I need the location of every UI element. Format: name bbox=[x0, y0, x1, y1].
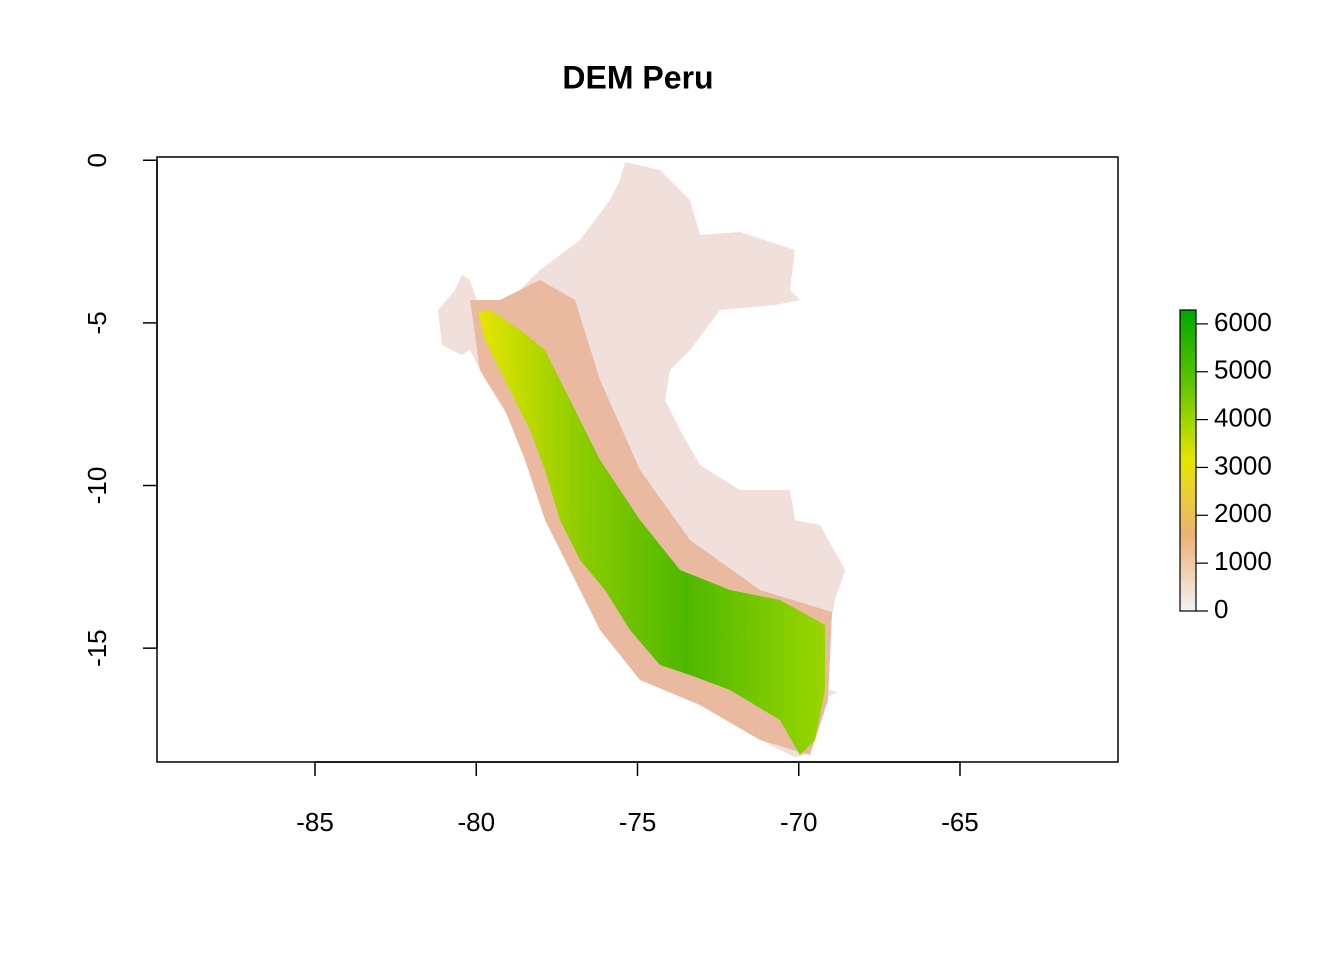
legend-tick-label: 1000 bbox=[1214, 546, 1272, 576]
y-tick-label: -10 bbox=[82, 467, 112, 505]
x-tick-label: -80 bbox=[457, 807, 495, 837]
chart-title: DEM Peru bbox=[562, 59, 713, 95]
y-tick-label: -15 bbox=[82, 629, 112, 667]
x-tick-label: -65 bbox=[941, 807, 979, 837]
x-tick-label: -85 bbox=[296, 807, 334, 837]
x-tick-label: -70 bbox=[780, 807, 818, 837]
legend-tick-label: 2000 bbox=[1214, 498, 1272, 528]
legend-tick-label: 3000 bbox=[1214, 450, 1272, 480]
peru-shape bbox=[438, 162, 845, 757]
legend-tick-label: 6000 bbox=[1214, 307, 1272, 337]
legend-colorbar bbox=[1179, 309, 1197, 612]
y-tick-label: -5 bbox=[82, 311, 112, 334]
legend-tick-label: 4000 bbox=[1214, 402, 1272, 432]
y-tick-label: 0 bbox=[82, 153, 112, 167]
legend-tick-label: 5000 bbox=[1214, 355, 1272, 385]
legend-tick-label: 0 bbox=[1214, 594, 1228, 624]
x-tick-label: -75 bbox=[619, 807, 657, 837]
